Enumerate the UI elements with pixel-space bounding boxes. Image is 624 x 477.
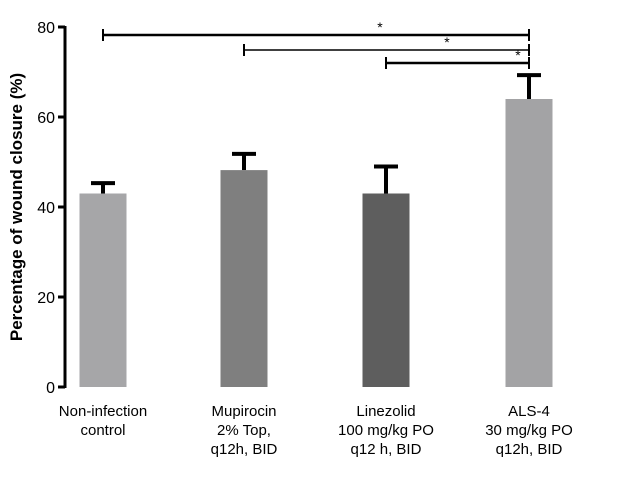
x-tick-label: 100 mg/kg PO bbox=[338, 422, 434, 439]
x-tick-label: 2% Top, bbox=[217, 422, 271, 439]
bar bbox=[505, 99, 553, 387]
y-axis-label: Percentage of wound closure (%) bbox=[7, 73, 26, 341]
x-tick-label: q12 h, BID bbox=[351, 441, 422, 458]
y-tick-label: 40 bbox=[37, 200, 55, 217]
y-tick-label: 0 bbox=[46, 380, 55, 397]
significance-label: * bbox=[444, 34, 450, 50]
significance-label: * bbox=[515, 47, 521, 63]
y-tick-label: 60 bbox=[37, 110, 55, 127]
x-tick-label: control bbox=[80, 422, 125, 439]
y-tick-label: 20 bbox=[37, 290, 55, 307]
x-tick-label: q12h, BID bbox=[496, 441, 563, 458]
x-tick-label: Mupirocin bbox=[211, 403, 276, 420]
y-tick-label: 80 bbox=[37, 20, 55, 37]
x-tick-label: Non-infection bbox=[59, 403, 147, 420]
bar bbox=[220, 170, 268, 387]
x-tick-label: q12h, BID bbox=[211, 441, 278, 458]
x-tick-label: ALS-4 bbox=[508, 403, 550, 420]
x-tick-label: 30 mg/kg PO bbox=[485, 422, 573, 439]
x-tick-label: Linezolid bbox=[356, 403, 415, 420]
bar bbox=[79, 193, 127, 387]
significance-label: * bbox=[377, 19, 383, 35]
bar bbox=[362, 193, 410, 387]
